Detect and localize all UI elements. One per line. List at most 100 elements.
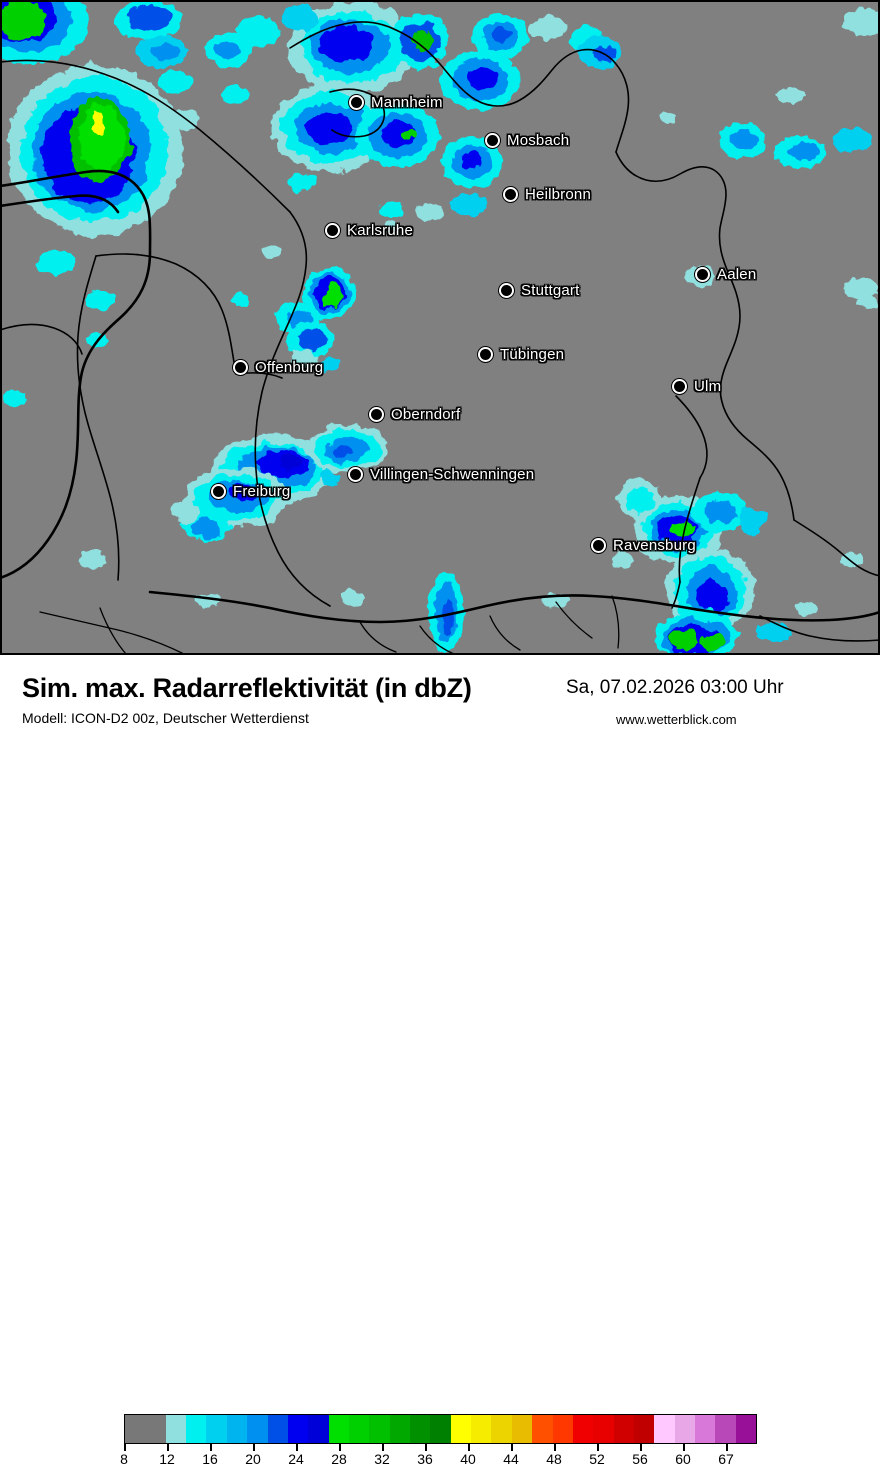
city-marker-oberndorf: Oberndorf (371, 406, 460, 423)
colorbar-swatch (165, 1415, 187, 1443)
colorbar-tick (124, 1444, 126, 1451)
colorbar-tick-label: 24 (288, 1451, 304, 1467)
city-label: Freiburg (233, 483, 291, 500)
city-marker-mannheim: Mannheim (351, 94, 443, 111)
city-label: Mannheim (371, 94, 443, 111)
city-dot-icon (213, 486, 224, 497)
colorbar-tick (554, 1444, 556, 1451)
city-dot-icon (593, 540, 604, 551)
precipitation-layer (0, 0, 880, 655)
colorbar-tick (167, 1444, 169, 1451)
city-label: Heilbronn (525, 186, 592, 203)
colorbar-swatch (206, 1415, 227, 1443)
model-subtitle: Modell: ICON-D2 00z, Deutscher Wetterdie… (22, 710, 309, 726)
colorbar-tick-label: 12 (159, 1451, 175, 1467)
city-label: Stuttgart (521, 282, 580, 299)
dbz-colorbar (124, 1414, 757, 1444)
city-label: Offenburg (255, 359, 324, 376)
city-dot-icon (235, 362, 246, 373)
city-marker-villingen-schwenningen: Villingen-Schwenningen (350, 466, 534, 483)
colorbar-swatch (369, 1415, 390, 1443)
colorbar-tick-label: 28 (331, 1451, 347, 1467)
colorbar-tick-label: 8 (120, 1451, 128, 1467)
city-label: Aalen (717, 266, 757, 283)
city-dot-icon (487, 135, 498, 146)
colorbar-tick (253, 1444, 255, 1451)
colorbar-swatch (572, 1415, 594, 1443)
colorbar-swatch (226, 1415, 248, 1443)
city-marker-ulm: Ulm (674, 378, 721, 395)
colorbar-tick-label: 32 (374, 1451, 390, 1467)
city-label: Karlsruhe (347, 222, 413, 239)
city-label: Villingen-Schwenningen (370, 466, 535, 483)
colorbar-swatch (145, 1415, 166, 1443)
colorbar-swatch (491, 1415, 512, 1443)
city-marker-offenburg: Offenburg (235, 359, 323, 376)
colorbar-swatch (125, 1415, 146, 1443)
colorbar-tick (468, 1444, 470, 1451)
city-dot-icon (505, 189, 516, 200)
city-dot-icon (501, 285, 512, 296)
colorbar-tick-label: 44 (503, 1451, 519, 1467)
city-marker-mosbach: Mosbach (487, 132, 569, 149)
colorbar-tick-label: 20 (245, 1451, 261, 1467)
city-dot-icon (327, 225, 338, 236)
city-label: Ravensburg (613, 537, 696, 554)
colorbar-swatch (532, 1415, 553, 1443)
city-dot-icon (480, 349, 491, 360)
city-label: Tübingen (500, 346, 565, 363)
colorbar-swatch (308, 1415, 329, 1443)
colorbar-tick-label: 60 (675, 1451, 691, 1467)
city-marker-freiburg: Freiburg (213, 483, 290, 500)
city-marker-heilbronn: Heilbronn (505, 186, 591, 203)
city-marker-stuttgart: Stuttgart (501, 282, 580, 299)
colorbar-swatch (654, 1415, 675, 1443)
city-dot-icon (350, 469, 361, 480)
city-label: Mosbach (507, 132, 570, 149)
colorbar-tick-label: 52 (589, 1451, 605, 1467)
borders-layer (0, 21, 880, 655)
colorbar-swatch (247, 1415, 268, 1443)
colorbar-swatch (593, 1415, 614, 1443)
colorbar-tick-label: 16 (202, 1451, 218, 1467)
colorbar-swatch (287, 1415, 309, 1443)
colorbar-swatch (267, 1415, 288, 1443)
colorbar-tick (296, 1444, 298, 1451)
colorbar-tick (339, 1444, 341, 1451)
colorbar-tick-labels: 8 12 16 20 24 28 32 36 40 44 48 52 56 60 67 (0, 1451, 880, 1473)
colorbar-swatch (186, 1415, 207, 1443)
radar-map-canvas (0, 0, 880, 655)
colorbar-tick (640, 1444, 642, 1451)
colorbar-tick (597, 1444, 599, 1451)
city-dot-icon (697, 269, 708, 280)
city-marker-aalen: Aalen (697, 266, 756, 283)
colorbar-swatch (471, 1415, 492, 1443)
colorbar-swatch (633, 1415, 655, 1443)
colorbar-tick (425, 1444, 427, 1451)
website-credit: www.wetterblick.com (616, 712, 737, 727)
city-dot-icon (674, 381, 685, 392)
radar-map[interactable]: Mannheim Mosbach Heilbronn Karlsruhe Aalen St… (0, 0, 880, 655)
colorbar-swatch (430, 1415, 451, 1443)
city-marker-t-bingen: Tübingen (480, 346, 564, 363)
colorbar-swatch (674, 1415, 696, 1443)
colorbar-swatch (715, 1415, 736, 1443)
city-label: Ulm (694, 378, 722, 395)
legend-panel: Sim. max. Radarreflektivität (in dbZ) Mo… (0, 655, 880, 1467)
colorbar-swatch (389, 1415, 411, 1443)
colorbar-tick-label: 36 (417, 1451, 433, 1467)
colorbar-tick (726, 1444, 728, 1451)
city-label: Oberndorf (391, 406, 461, 423)
colorbar-tick (511, 1444, 513, 1451)
colorbar-swatch (410, 1415, 431, 1443)
city-dot-icon (351, 97, 362, 108)
colorbar-tick (210, 1444, 212, 1451)
colorbar-swatch (348, 1415, 370, 1443)
colorbar-swatch (695, 1415, 716, 1443)
colorbar-swatch (511, 1415, 533, 1443)
city-dot-icon (371, 409, 382, 420)
colorbar-swatch (613, 1415, 634, 1443)
colorbar-tick-label: 48 (546, 1451, 562, 1467)
city-marker-karlsruhe: Karlsruhe (327, 222, 413, 239)
